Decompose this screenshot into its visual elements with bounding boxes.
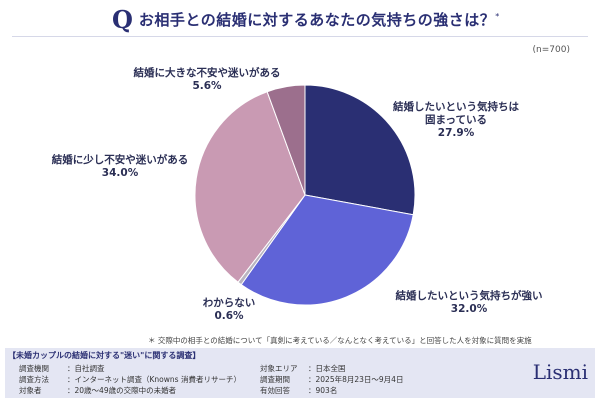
slice-label-0-line1: 結婚したいという気持ちは [393,101,519,113]
slice-value-4: 5.6% [192,80,222,92]
survey-value: ：20歳〜49歳の交際中の未婚者 [67,386,177,395]
slice-label-3: 結婚に少し不安や迷いがある 34.0% [40,154,200,180]
q-icon: Q [112,4,133,34]
footnote: ＊ 交際中の相手との結婚について「真剣に考えている／なんとなく考えている」と回答… [148,336,532,345]
slice-value-2: 0.6% [214,310,244,322]
slice-label-3-line1: 結婚に少し不安や迷いがある [51,154,189,166]
survey-value: ：2025年8月23日〜9月4日 [308,375,404,384]
survey-row-right-1: 調査期間 ：2025年8月23日〜9月4日 [260,374,403,385]
survey-row-right-0: 対象エリア ：日本全国 [260,363,346,374]
survey-value: ：インターネット調査（Knowns 消費者リサーチ） [67,375,241,384]
pie-slice-3 [194,91,306,283]
pie-slice-4 [266,84,306,196]
pie-slice-0 [304,84,416,216]
survey-key: 調査機関 [19,364,49,373]
survey-key: 調査期間 [260,375,290,384]
slice-label-1-line1: 結婚したいという気持ちが強い [395,290,543,302]
slice-label-0: 結婚したいという気持ちは 固まっている 27.9% [386,101,526,140]
survey-row-left-1: 調査方法 ：インターネット調査（Knowns 消費者リサーチ） [19,374,241,385]
header-divider [12,36,588,37]
slice-label-2-line1: わからない [202,297,256,309]
survey-row-left-2: 対象者 ：20歳〜49歳の交際中の未婚者 [19,385,176,396]
question-header: Q お相手との結婚に対するあなたの気持ちの強さは？* [112,4,500,34]
title-mark: * [495,11,500,21]
slice-value-3: 34.0% [101,167,139,179]
survey-info-box: 【未婚カップルの結婚に対する"迷い"に関する調査】 調査機関 ：自社調査 調査方法… [5,348,595,398]
survey-key: 対象エリア [260,364,298,373]
survey-value: ：903名 [308,386,338,395]
survey-key: 対象者 [19,386,42,395]
sample-size: (n=700) [532,45,570,55]
survey-key: 調査方法 [19,375,49,384]
chart-title-text: お相手との結婚に対するあなたの気持ちの強さは？ [138,10,496,29]
chart-title: お相手との結婚に対するあなたの気持ちの強さは？* [139,9,500,30]
survey-row-right-2: 有効回答 ：903名 [260,385,337,396]
slice-label-2: わからない 0.6% [189,297,269,323]
slice-label-4: 結婚に大きな不安や迷いがある 5.6% [122,67,292,93]
slice-value-1: 32.0% [450,303,488,315]
brand-logo: Lismi [532,360,588,384]
slice-label-0-line2: 固まっている [424,114,488,126]
slice-label-1: 結婚したいという気持ちが強い 32.0% [384,290,554,316]
slice-value-0: 27.9% [437,127,475,139]
survey-value: ：自社調査 [67,364,105,373]
survey-heading: 【未婚カップルの結婚に対する"迷い"に関する調査】 [8,351,201,360]
slice-label-4-line1: 結婚に大きな不安や迷いがある [133,67,281,79]
survey-value: ：日本全国 [308,364,346,373]
pie-slice-1 [240,194,414,306]
survey-row-left-0: 調査機関 ：自社調査 [19,363,105,374]
survey-key: 有効回答 [260,386,290,395]
